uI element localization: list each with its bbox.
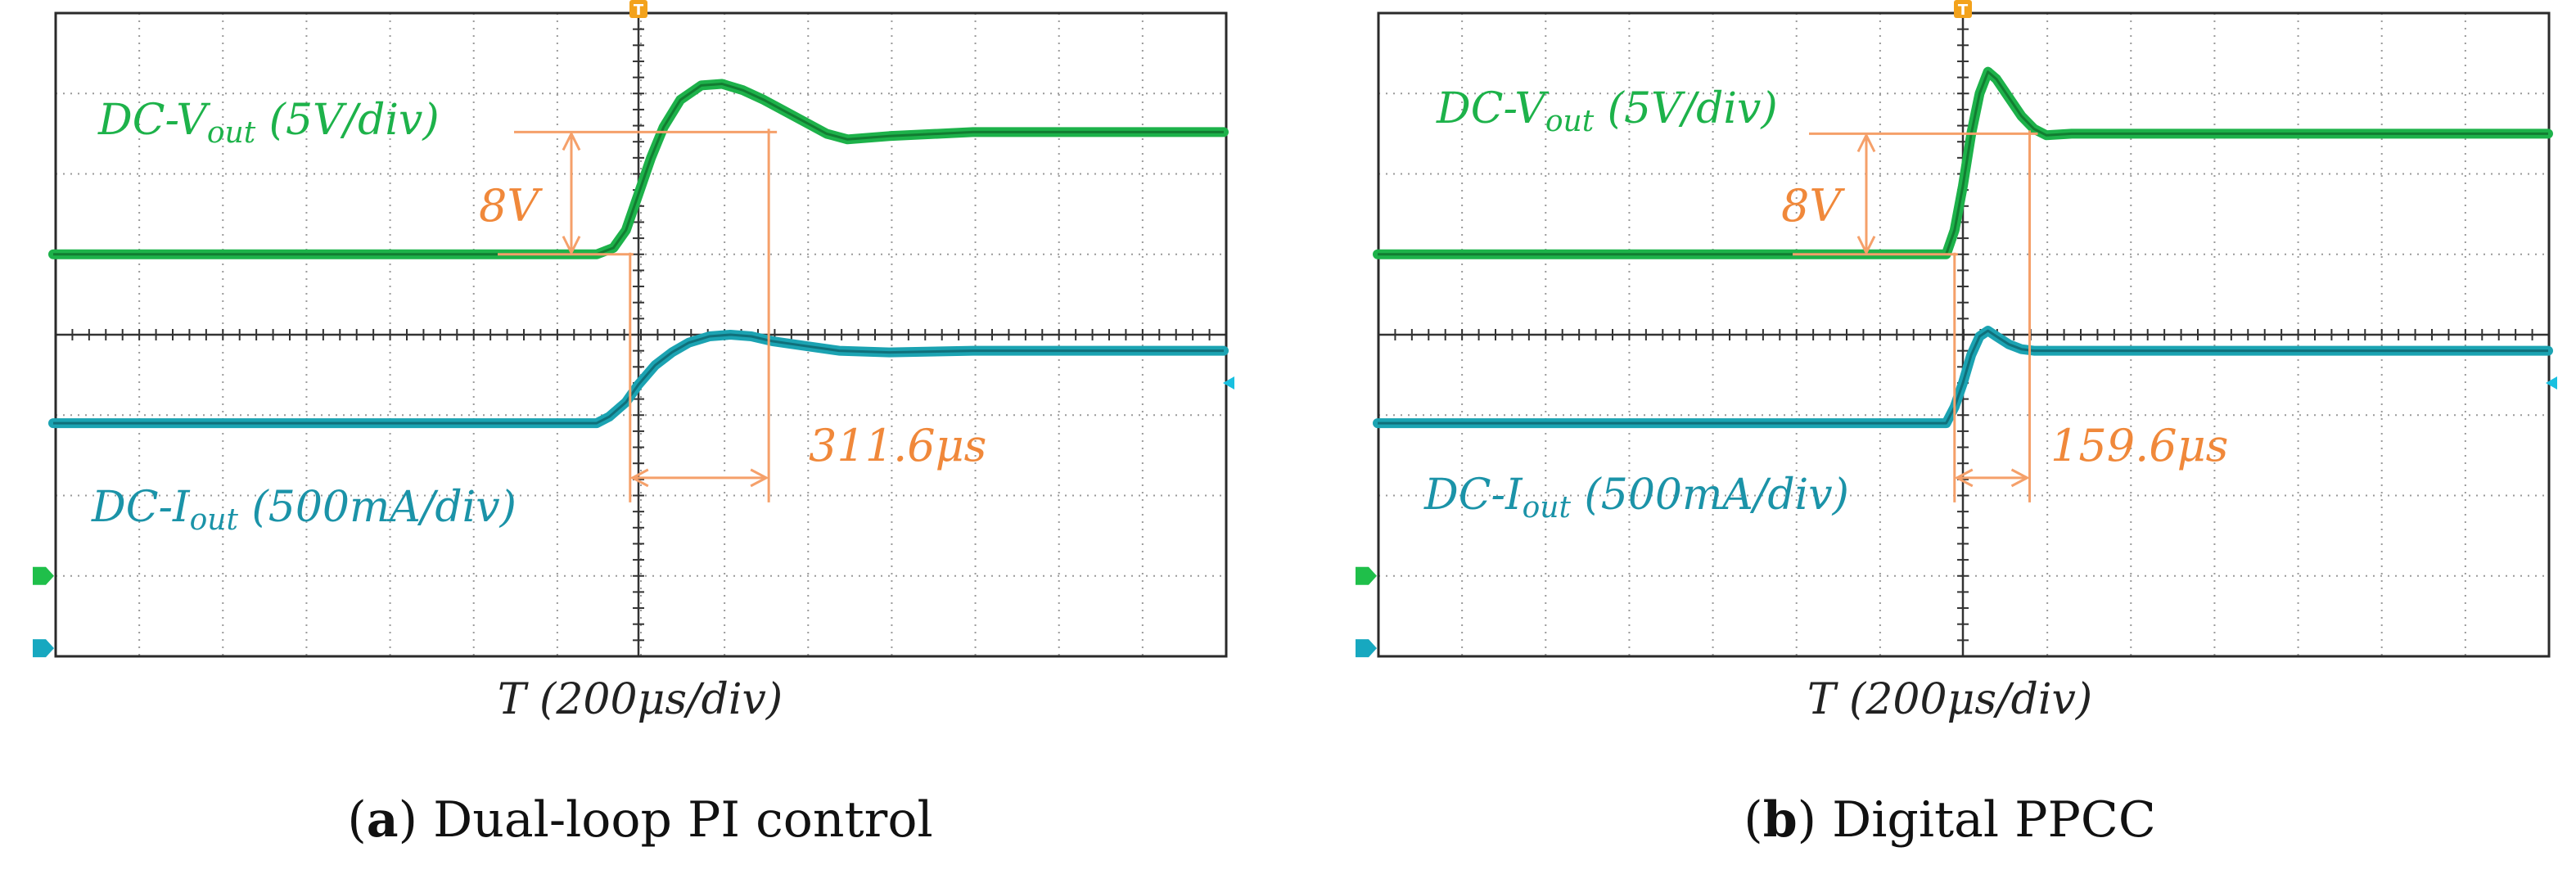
panel-a: T DC-Vout (5V/div) DC-Iout (500mA/div) 8… xyxy=(33,0,1234,849)
x-axis-label: T (200μs/div) xyxy=(1807,675,2092,724)
series-label-vout-main: DC-V xyxy=(1436,84,1549,133)
series-label-iout-tail: (500mA/div) xyxy=(238,483,517,532)
series-label-iout-sub: out xyxy=(190,503,239,537)
step-arrow-head-up-icon xyxy=(1856,133,1876,153)
series-label-iout: DC-Iout (500mA/div) xyxy=(1423,471,1849,525)
series-label-iout-tail: (500mA/div) xyxy=(1571,471,1849,520)
step-label: 8V xyxy=(479,180,543,232)
annotations-a xyxy=(498,128,778,502)
panel-caption-letter: a xyxy=(367,791,399,849)
step-arrow-head-down-icon xyxy=(1856,236,1876,256)
trigger-marker xyxy=(629,0,647,18)
trace-dc-vout xyxy=(53,83,1224,256)
series-label-vout: DC-Vout (5V/div) xyxy=(1436,84,1778,138)
grid-b xyxy=(1378,12,2549,657)
panel-caption-letter: b xyxy=(1763,791,1798,849)
step-label: 8V xyxy=(1781,180,1845,232)
settling-arrow-head-right-icon xyxy=(2010,468,2030,488)
settling-arrow-head-left-icon xyxy=(629,468,649,488)
trace-dc-vout xyxy=(1378,70,2548,256)
trigger-marker-label: T xyxy=(634,2,644,19)
panel-caption-text: Dual-loop PI control xyxy=(417,791,933,849)
trace-dc-iout xyxy=(53,333,1224,425)
step-arrow-head-up-icon xyxy=(562,131,581,151)
traces-a xyxy=(48,79,1229,429)
channel-marker-icon xyxy=(33,566,54,585)
series-label-iout-main: DC-I xyxy=(1423,471,1523,520)
series-label-vout-sub: out xyxy=(207,116,256,150)
series-label-iout-main: DC-I xyxy=(91,483,191,532)
step-arrow-head-down-icon xyxy=(562,236,581,256)
channel-marker-icon xyxy=(1356,566,1377,585)
frame-b: T xyxy=(1356,0,2557,658)
series-label-vout-tail: (5V/div) xyxy=(1594,84,1778,133)
channel-marker-icon xyxy=(33,639,54,658)
trigger-marker xyxy=(1954,0,1972,18)
reference-marker-icon xyxy=(2546,376,2557,390)
panel-b: T DC-Vout (5V/div) DC-Iout (500mA/div) 8… xyxy=(1356,0,2557,849)
panel-caption: (b) Digital PPCC xyxy=(1744,791,2155,849)
frame-a: T xyxy=(33,0,1234,658)
series-label-vout-tail: (5V/div) xyxy=(255,96,440,145)
settling-arrow-head-left-icon xyxy=(1954,468,1974,488)
settling-arrow-head-right-icon xyxy=(750,468,769,488)
series-label-iout: DC-Iout (500mA/div) xyxy=(91,483,517,537)
panel-caption-text: Digital PPCC xyxy=(1816,791,2156,849)
grid-a xyxy=(55,12,1227,657)
x-axis-label: T (200μs/div) xyxy=(498,675,783,724)
series-label-vout-main: DC-V xyxy=(97,96,210,145)
reference-marker-icon xyxy=(1223,376,1234,390)
panel-caption: (a) Dual-loop PI control xyxy=(347,791,932,849)
settling-time-label: 311.6μs xyxy=(809,420,986,471)
annotations-b xyxy=(1793,130,2038,502)
channel-marker-icon xyxy=(1356,639,1377,658)
settling-time-label: 159.6μs xyxy=(2050,420,2228,471)
trigger-marker-label: T xyxy=(1958,2,1969,19)
series-label-iout-sub: out xyxy=(1523,491,1572,525)
series-label-vout: DC-Vout (5V/div) xyxy=(97,96,440,150)
series-label-vout-sub: out xyxy=(1545,105,1595,138)
